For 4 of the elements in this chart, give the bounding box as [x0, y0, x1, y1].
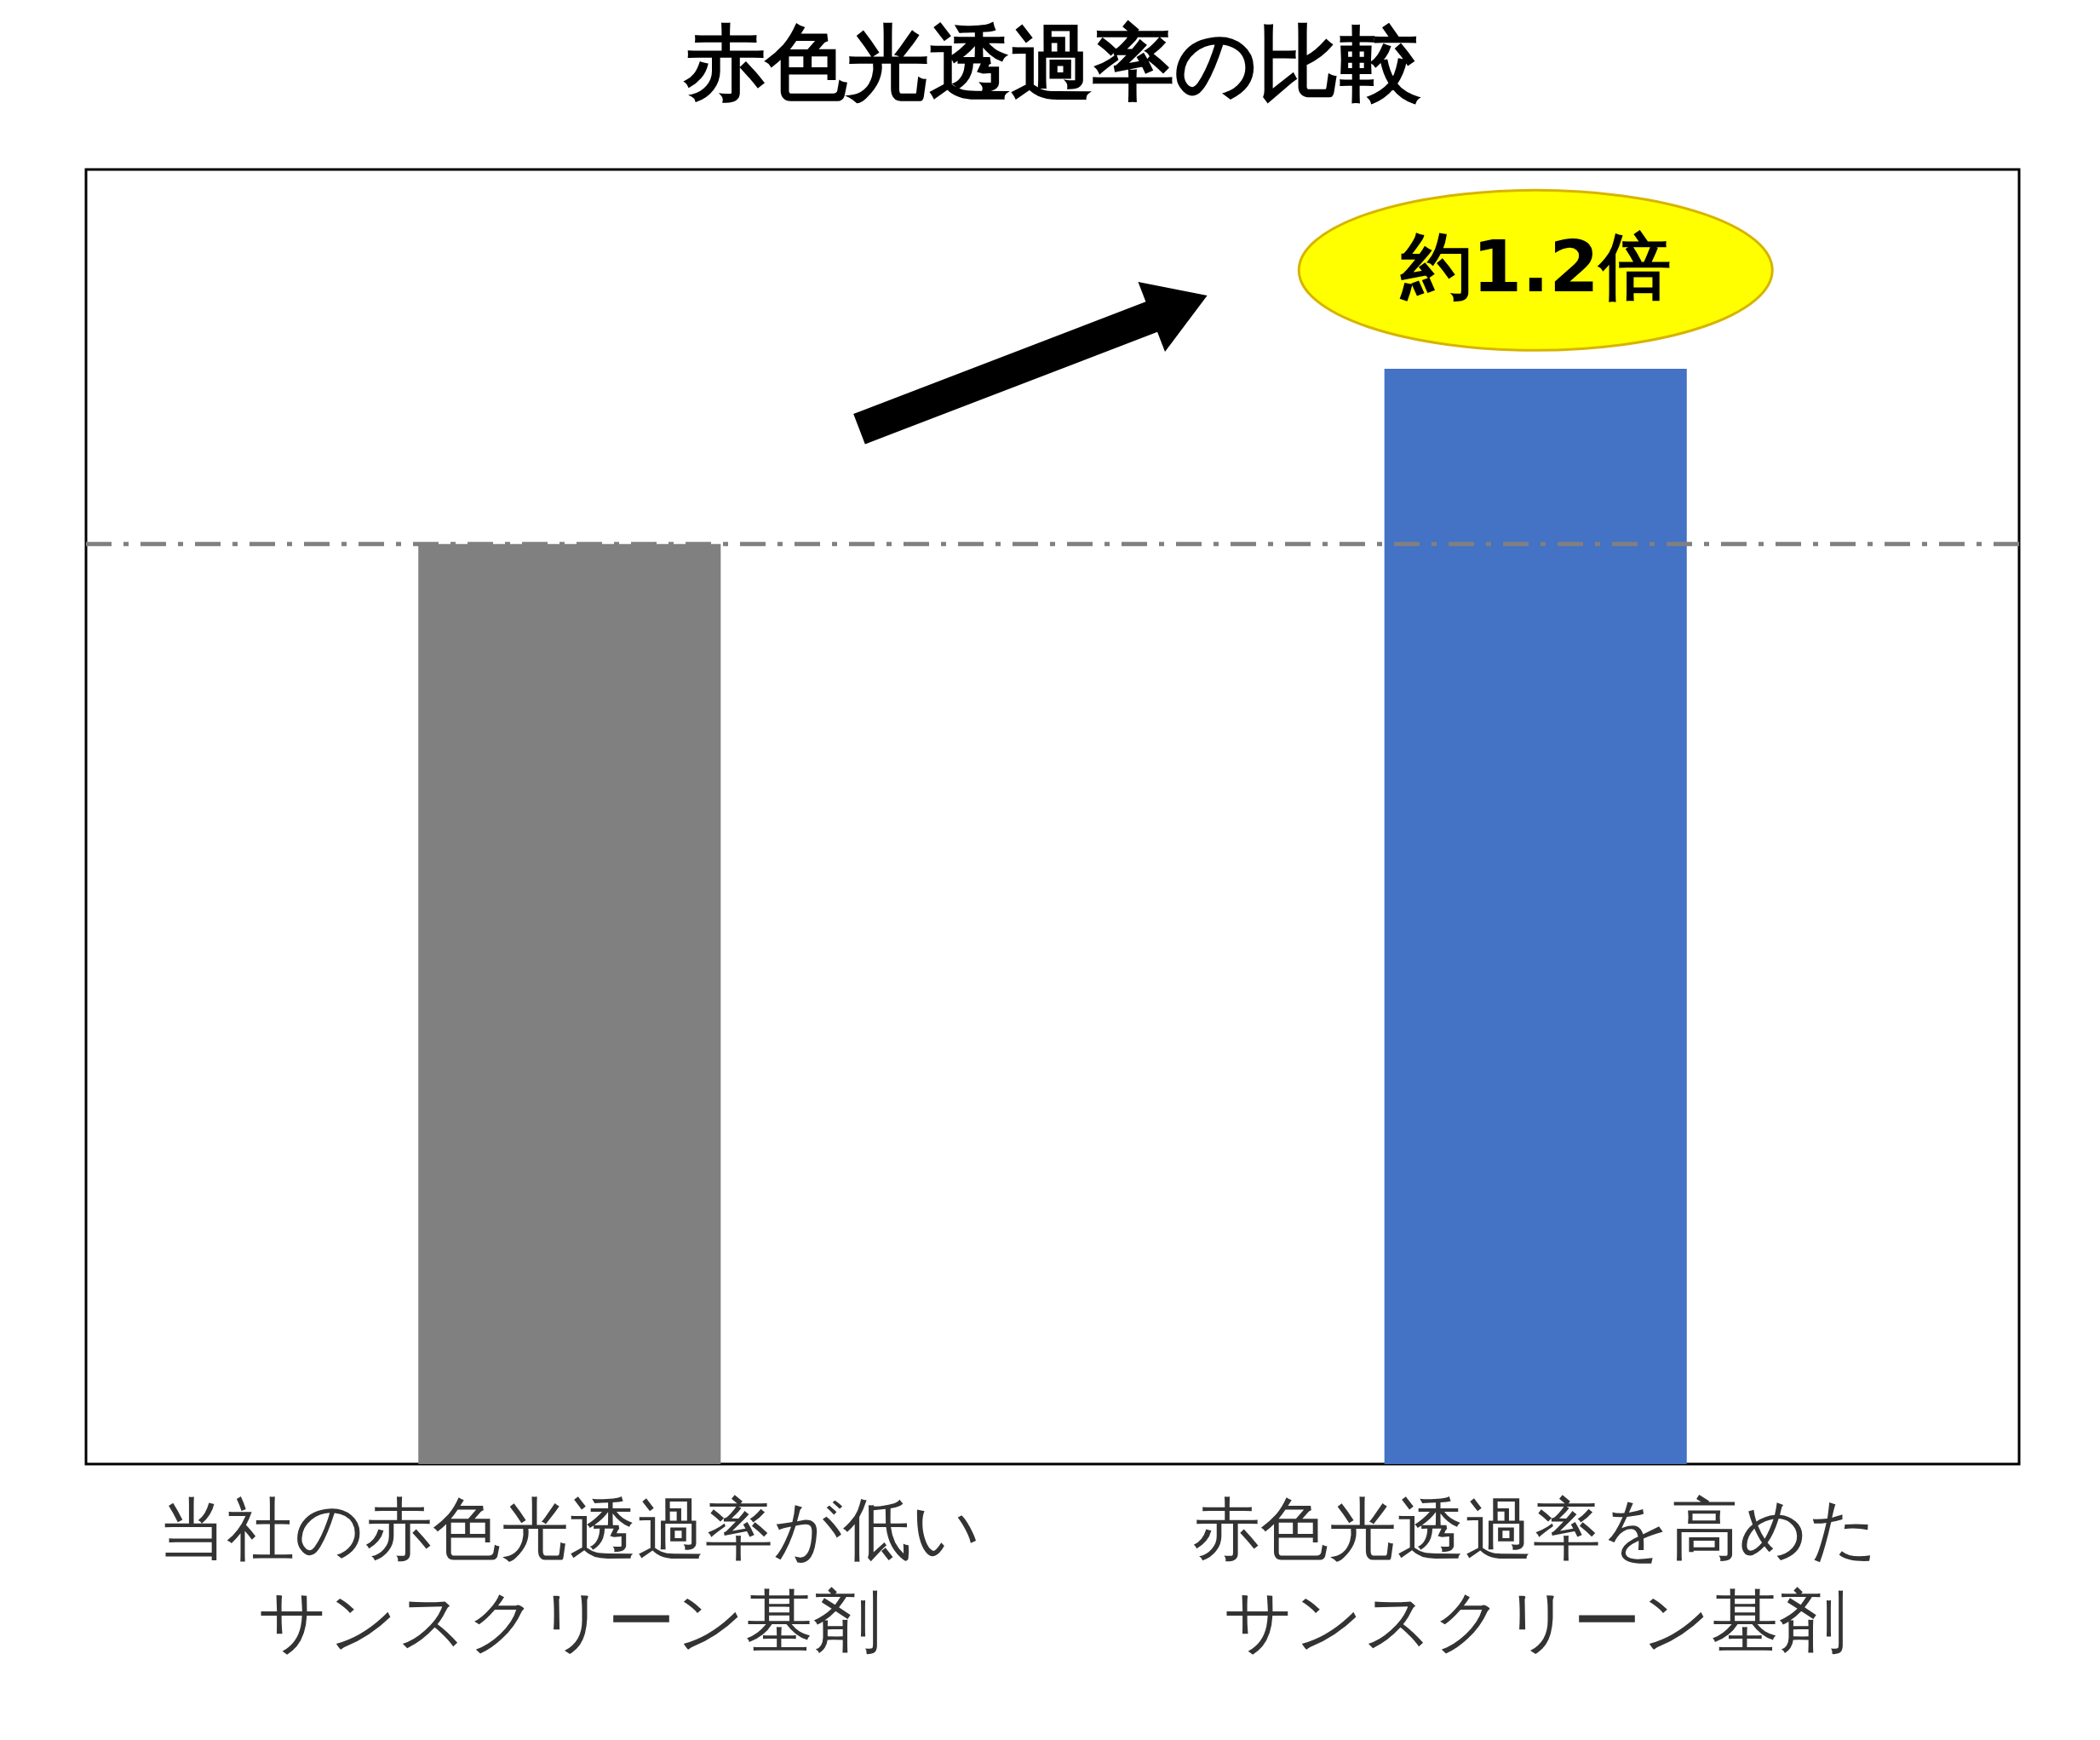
- chart-title: 赤色光透過率の比較: [683, 15, 1421, 111]
- x-tick-label: 当社の赤色光透過率が低いサンスクリーン基剤: [158, 1489, 981, 1661]
- x-tick-label: 赤色光透過率を高めたサンスクリーン基剤: [1192, 1489, 1879, 1661]
- text: 約1.2倍: [1398, 225, 1671, 309]
